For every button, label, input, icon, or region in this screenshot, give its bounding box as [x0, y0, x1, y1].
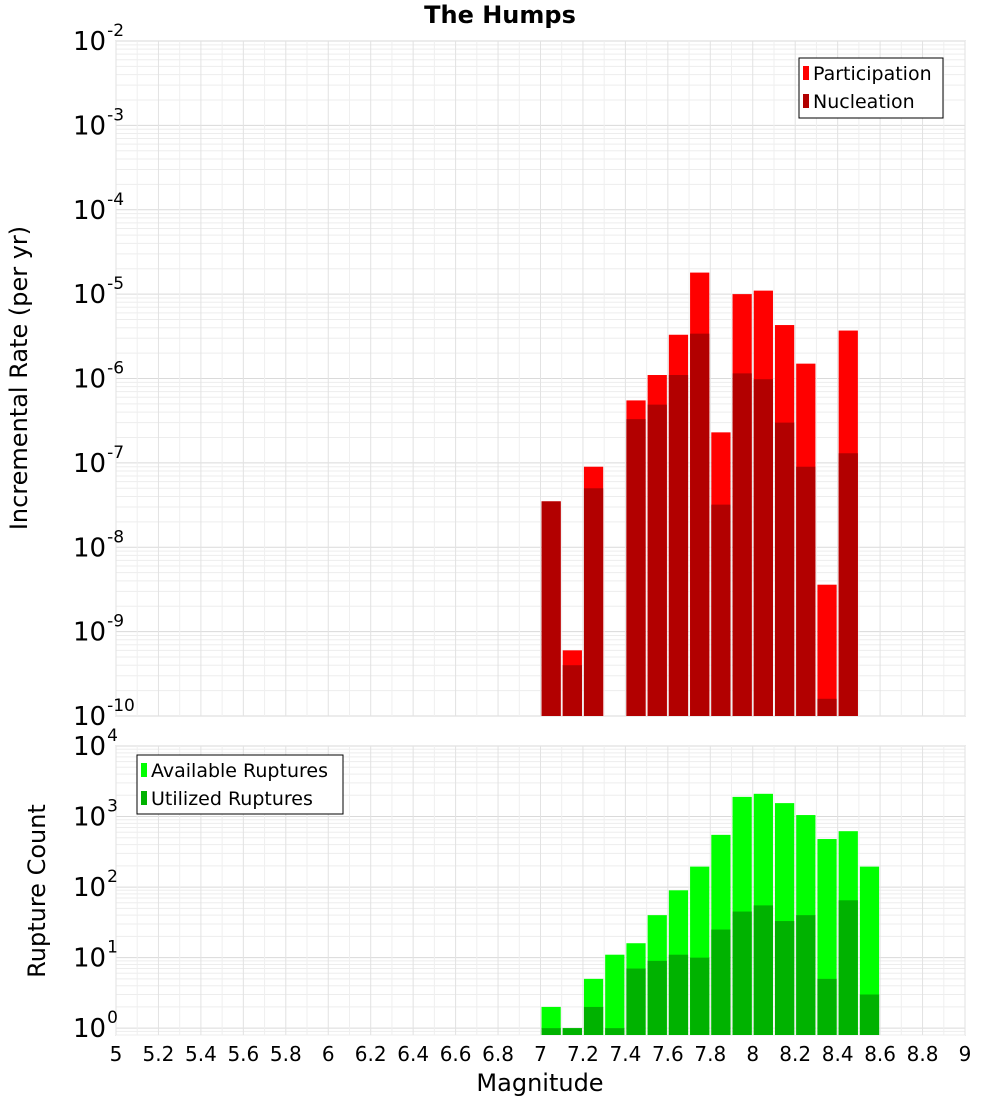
x-ticks: 5 5.2 5.4 5.6 5.8 6 6.2 6.4 6.6 6.8 7 7.2 7.4 7.6 7.8 8…: [110, 1042, 972, 1066]
count-y-axis-label: Rupture Count: [23, 804, 51, 978]
count-panel: 100 101 102 103 104 Rupture Count Available …: [23, 726, 966, 1044]
rate-legend: Participation Nucleation: [798, 57, 944, 119]
y-tick-label: 101: [73, 938, 118, 974]
legend-swatch: [141, 763, 147, 777]
chart-title: The Humps: [424, 1, 576, 29]
bar-utilized-ruptures: [626, 968, 646, 1035]
bar-available-ruptures: [859, 866, 880, 1035]
y-tick-label: 10-10: [73, 696, 135, 732]
bar-nucleation: [711, 504, 731, 716]
bar-utilized-ruptures: [711, 929, 731, 1035]
y-tick-label: 10-4: [73, 190, 124, 226]
bar-utilized-ruptures: [668, 954, 689, 1035]
x-tick-label: 5.4: [185, 1042, 217, 1066]
bar-utilized-ruptures: [562, 1028, 582, 1035]
bar-utilized-ruptures: [647, 960, 667, 1035]
bar-utilized-ruptures: [583, 1006, 604, 1035]
y-tick-label: 102: [73, 867, 118, 903]
legend-entry: Nucleation: [813, 91, 915, 113]
count-y-ticks: 100 101 102 103 104: [73, 726, 118, 1044]
x-tick-label: 9: [959, 1042, 972, 1066]
legend-entry: Utilized Ruptures: [151, 788, 313, 810]
legend-entry: Participation: [813, 63, 932, 85]
bar-nucleation: [753, 379, 773, 716]
bar-utilized-ruptures: [690, 957, 710, 1035]
x-tick-label: 6.2: [355, 1042, 387, 1066]
bar-nucleation: [562, 665, 582, 716]
y-tick-label: 10-8: [73, 527, 124, 563]
rate-panel: 10-10 10-9 10-8 10-7 10-6 10-5 10-4 10-3 10-2 In…: [5, 21, 966, 732]
bar-utilized-ruptures: [838, 900, 858, 1035]
count-legend: Available Ruptures Utilized Ruptures: [136, 754, 344, 815]
legend-box: [136, 754, 344, 815]
bar-nucleation: [541, 501, 561, 716]
x-tick-label: 8.6: [864, 1042, 896, 1066]
y-tick-label: 104: [73, 726, 118, 762]
x-tick-label: 7.2: [567, 1042, 599, 1066]
bar-nucleation: [732, 373, 752, 716]
bar-nucleation: [626, 419, 646, 716]
y-tick-label: 10-6: [73, 359, 124, 395]
rate-y-axis-label: Incremental Rate (per yr): [5, 226, 33, 530]
legend-entry: Available Ruptures: [151, 760, 328, 782]
x-tick-label: 8.4: [822, 1042, 854, 1066]
legend-swatch: [803, 66, 809, 80]
bar-utilized-ruptures: [817, 978, 837, 1035]
bar-nucleation: [668, 375, 689, 716]
x-tick-label: 6.8: [482, 1042, 514, 1066]
bar-utilized-ruptures: [774, 921, 795, 1035]
y-tick-label: 10-3: [73, 105, 124, 141]
y-tick-label: 10-9: [73, 612, 124, 648]
bar-nucleation: [774, 422, 795, 716]
rate-bars: [541, 272, 858, 716]
x-tick-label: 8.8: [907, 1042, 939, 1066]
bar-utilized-ruptures: [753, 905, 773, 1035]
x-tick-label: 5: [110, 1042, 123, 1066]
bar-nucleation: [817, 698, 837, 716]
bar-nucleation: [690, 333, 710, 716]
x-tick-label: 5.2: [143, 1042, 175, 1066]
bar-available-ruptures: [605, 954, 625, 1035]
bar-nucleation: [647, 404, 667, 716]
y-tick-label: 10-2: [73, 21, 124, 57]
y-tick-label: 10-7: [73, 443, 124, 479]
bar-utilized-ruptures: [541, 1028, 561, 1035]
legend-swatch: [141, 791, 147, 805]
count-bars: [541, 793, 880, 1035]
bar-nucleation: [838, 453, 858, 716]
y-tick-label: 10-5: [73, 274, 124, 310]
bar-utilized-ruptures: [605, 1028, 625, 1035]
y-tick-label: 100: [73, 1008, 118, 1044]
x-tick-label: 7: [534, 1042, 547, 1066]
x-tick-label: 7.8: [694, 1042, 726, 1066]
rate-y-ticks: 10-10 10-9 10-8 10-7 10-6 10-5 10-4 10-3 10-2: [73, 21, 135, 732]
y-tick-label: 103: [73, 797, 118, 833]
bar-nucleation: [583, 488, 604, 716]
x-tick-label: 6.6: [440, 1042, 472, 1066]
bar-utilized-ruptures: [732, 911, 752, 1035]
bar-utilized-ruptures: [859, 994, 880, 1035]
bar-available-ruptures: [541, 1006, 561, 1035]
bar-utilized-ruptures: [796, 915, 816, 1035]
legend-box: [798, 57, 944, 119]
x-tick-label: 7.6: [652, 1042, 684, 1066]
x-tick-label: 7.4: [609, 1042, 641, 1066]
bar-participation: [817, 584, 837, 716]
legend-swatch: [803, 94, 809, 108]
x-tick-label: 5.6: [227, 1042, 259, 1066]
x-tick-label: 6: [322, 1042, 335, 1066]
x-tick-label: 8.2: [779, 1042, 811, 1066]
x-tick-label: 8: [746, 1042, 759, 1066]
x-axis-label: Magnitude: [476, 1069, 603, 1097]
x-tick-label: 5.8: [270, 1042, 302, 1066]
x-tick-label: 6.4: [397, 1042, 429, 1066]
bar-nucleation: [796, 466, 816, 716]
rate-grid: [115, 40, 966, 717]
